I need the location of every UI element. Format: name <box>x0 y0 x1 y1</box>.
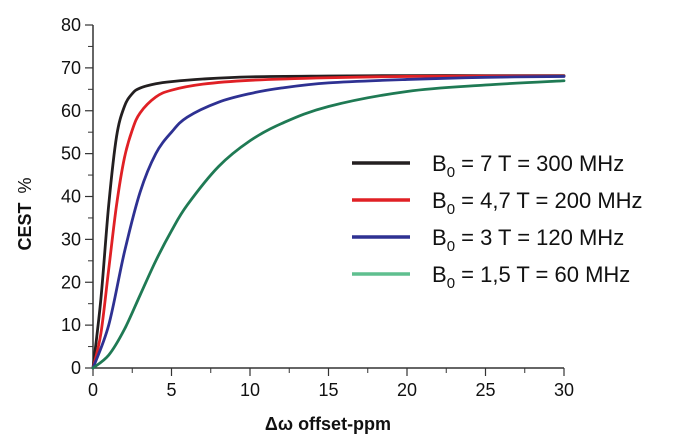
x-tick-label: 10 <box>240 380 260 400</box>
legend-label-3: B0 = 1,5 T = 60 MHz <box>432 262 630 292</box>
y-tick-label: 80 <box>61 15 81 35</box>
y-tick-label: 0 <box>71 358 81 378</box>
y-axis-title: CEST % <box>15 177 35 250</box>
y-axis-title-main: CEST <box>15 203 35 251</box>
x-tick-label: 15 <box>318 380 338 400</box>
y-tick-label: 40 <box>61 187 81 207</box>
series-line-2 <box>91 75 566 370</box>
series-lines <box>91 74 566 370</box>
series-line-1 <box>91 74 566 370</box>
y-tick-label: 50 <box>61 144 81 164</box>
y-ticks: 0 10 20 30 40 50 60 70 80 <box>61 15 93 378</box>
x-axis-title: Δω offset-ppm <box>265 414 391 434</box>
y-tick-label: 70 <box>61 58 81 78</box>
series-line-3 <box>91 79 566 370</box>
x-tick-label: 20 <box>397 380 417 400</box>
y-tick-label: 60 <box>61 101 81 121</box>
y-tick-label: 10 <box>61 315 81 335</box>
legend-label-0: B0 = 7 T = 300 MHz <box>432 151 624 181</box>
legend-label-2: B0 = 3 T = 120 MHz <box>432 225 624 255</box>
series-line-0 <box>91 74 566 370</box>
x-tick-label: 0 <box>88 380 98 400</box>
x-ticks: 0 5 10 15 20 25 30 <box>88 368 574 400</box>
y-axis-title-unit: % <box>15 177 35 193</box>
legend-label-1: B0 = 4,7 T = 200 MHz <box>432 188 643 218</box>
x-tick-label: 25 <box>475 380 495 400</box>
legend: B0 = 7 T = 300 MHz B0 = 4,7 T = 200 MHz B0… <box>352 151 643 292</box>
x-tick-label: 30 <box>554 380 574 400</box>
y-tick-label: 20 <box>61 272 81 292</box>
x-tick-label: 5 <box>166 380 176 400</box>
y-tick-label: 30 <box>61 229 81 249</box>
